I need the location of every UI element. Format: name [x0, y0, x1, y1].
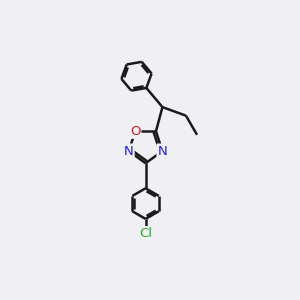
Text: Cl: Cl [139, 227, 152, 240]
Text: O: O [130, 125, 140, 138]
Text: N: N [124, 145, 134, 158]
Text: N: N [158, 145, 167, 158]
